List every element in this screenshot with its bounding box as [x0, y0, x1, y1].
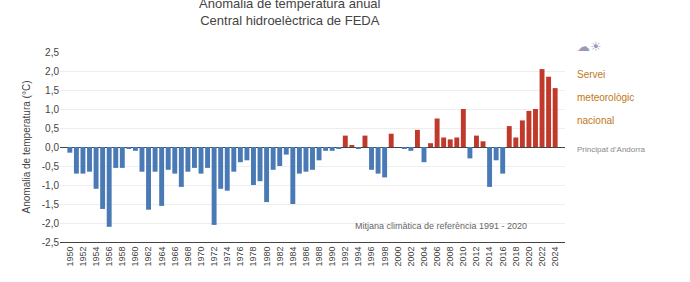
- svg-text:nacional: nacional: [577, 115, 614, 126]
- svg-text:1980: 1980: [262, 247, 272, 267]
- svg-text:1962: 1962: [143, 247, 153, 267]
- svg-text:1976: 1976: [235, 247, 245, 267]
- svg-text:2006: 2006: [432, 247, 442, 267]
- svg-text:2014: 2014: [485, 247, 495, 267]
- svg-text:1992: 1992: [340, 247, 350, 267]
- svg-text:-2,5: -2,5: [42, 237, 60, 248]
- svg-text:1960: 1960: [130, 247, 140, 267]
- svg-text:2024: 2024: [550, 247, 560, 267]
- svg-text:2020: 2020: [524, 247, 534, 267]
- svg-text:1970: 1970: [196, 247, 206, 267]
- svg-text:2016: 2016: [498, 247, 508, 267]
- svg-text:2012: 2012: [471, 247, 481, 267]
- svg-text:2022: 2022: [537, 247, 547, 267]
- svg-text:1986: 1986: [301, 247, 311, 267]
- svg-text:Anomalia de temperatura anualC: Anomalia de temperatura anualCentral hid…: [199, 0, 381, 28]
- svg-text:meteorològic: meteorològic: [577, 92, 634, 103]
- svg-text:2008: 2008: [445, 247, 455, 267]
- svg-text:1984: 1984: [288, 247, 298, 267]
- svg-text:-1,0: -1,0: [42, 180, 60, 191]
- svg-text:1968: 1968: [183, 247, 193, 267]
- svg-text:1956: 1956: [104, 247, 114, 267]
- svg-text:1954: 1954: [91, 247, 101, 267]
- svg-text:Mitjana climàtica de referènci: Mitjana climàtica de referència 1991 - 2…: [355, 221, 527, 231]
- svg-text:1,5: 1,5: [45, 85, 59, 96]
- svg-text:1982: 1982: [275, 247, 285, 267]
- svg-text:2018: 2018: [511, 247, 521, 267]
- svg-text:☁☀: ☁☀: [577, 39, 602, 54]
- svg-text:1950: 1950: [65, 247, 75, 267]
- svg-text:1974: 1974: [222, 247, 232, 267]
- svg-text:0,0: 0,0: [45, 142, 59, 153]
- svg-text:Servei: Servei: [577, 69, 605, 80]
- svg-text:1996: 1996: [366, 247, 376, 267]
- svg-text:1972: 1972: [209, 247, 219, 267]
- svg-text:2,5: 2,5: [45, 47, 59, 58]
- svg-text:1958: 1958: [117, 247, 127, 267]
- svg-text:1978: 1978: [248, 247, 258, 267]
- svg-text:1952: 1952: [78, 247, 88, 267]
- svg-text:0,5: 0,5: [45, 123, 59, 134]
- svg-text:Principat d’Andorra: Principat d’Andorra: [577, 145, 646, 154]
- svg-text:Anomalia de temperatura (°C): Anomalia de temperatura (°C): [21, 81, 32, 214]
- svg-text:-2,0: -2,0: [42, 218, 60, 229]
- svg-text:2004: 2004: [419, 247, 429, 267]
- svg-text:-1,5: -1,5: [42, 199, 60, 210]
- svg-text:2,0: 2,0: [45, 66, 59, 77]
- svg-text:1988: 1988: [314, 247, 324, 267]
- svg-text:2002: 2002: [406, 247, 416, 267]
- svg-text:-0,5: -0,5: [42, 161, 60, 172]
- svg-text:1990: 1990: [327, 247, 337, 267]
- svg-text:1998: 1998: [380, 247, 390, 267]
- svg-text:2010: 2010: [458, 247, 468, 267]
- svg-text:1964: 1964: [157, 247, 167, 267]
- svg-text:1994: 1994: [353, 247, 363, 267]
- svg-text:2000: 2000: [393, 247, 403, 267]
- svg-text:1966: 1966: [170, 247, 180, 267]
- svg-text:1,0: 1,0: [45, 104, 59, 115]
